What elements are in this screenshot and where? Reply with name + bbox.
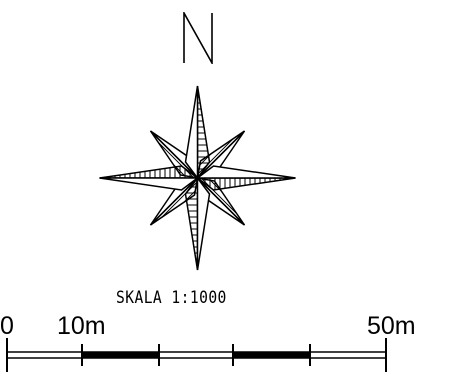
north-indicator: N <box>183 12 213 64</box>
scale-bar-segment-dark <box>233 352 310 358</box>
scale-caption: SKALA 1:1000 <box>116 288 227 308</box>
scale-bar-segment-dark <box>82 352 159 358</box>
scale-label-50m: 50m <box>367 312 416 340</box>
scale-bar-ticks <box>6 338 387 372</box>
scale-label-10m: 10m <box>57 312 106 340</box>
compass-rose-icon <box>99 85 296 271</box>
scale-bar <box>6 338 387 372</box>
scale-label-0: 0 <box>0 312 14 340</box>
